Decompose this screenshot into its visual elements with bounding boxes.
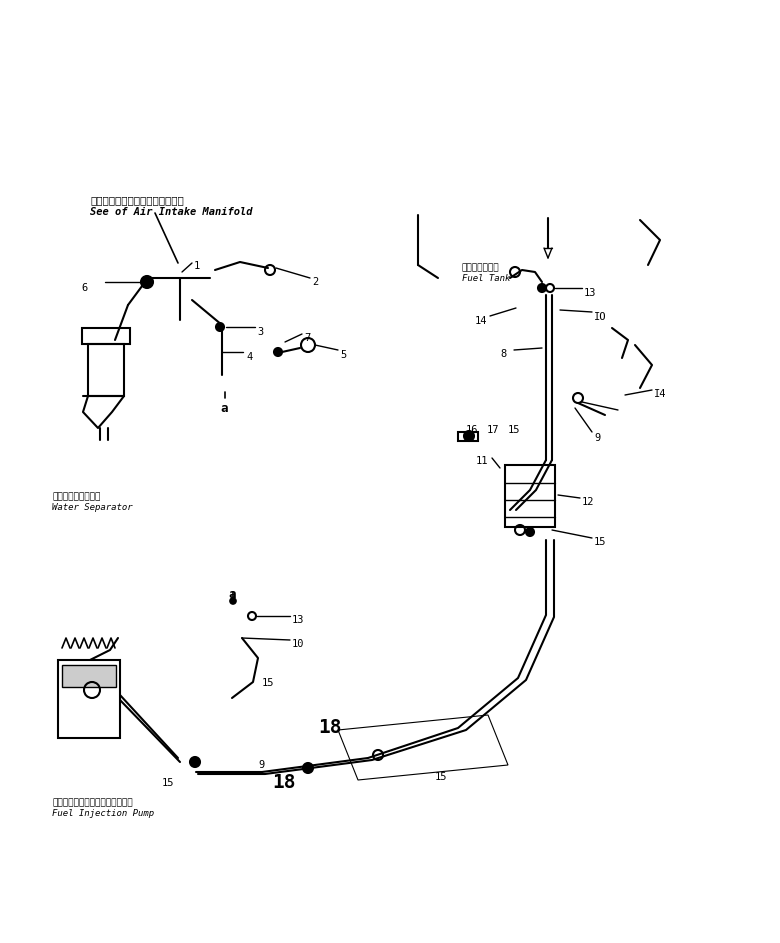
Text: フェエルインジェクションポンプ: フェエルインジェクションポンプ xyxy=(52,798,133,807)
Text: 6: 6 xyxy=(82,283,88,293)
Circle shape xyxy=(464,431,474,441)
Text: ウォータセパレータ: ウォータセパレータ xyxy=(52,492,101,501)
Circle shape xyxy=(303,763,313,773)
Text: エアーインテイクマニホール参照: エアーインテイクマニホール参照 xyxy=(90,195,184,205)
Text: 9: 9 xyxy=(258,760,264,770)
Bar xyxy=(82,328,130,344)
Text: Fuel Injection Pump: Fuel Injection Pump xyxy=(52,809,154,818)
Text: 11: 11 xyxy=(476,456,488,466)
Text: 10: 10 xyxy=(292,639,304,649)
Text: 7: 7 xyxy=(304,333,310,343)
Text: See of Air Intake Manifold: See of Air Intake Manifold xyxy=(90,207,253,217)
Bar xyxy=(458,432,478,441)
Circle shape xyxy=(526,528,534,536)
Text: 15: 15 xyxy=(594,537,607,547)
Text: 15: 15 xyxy=(262,678,275,688)
Text: a: a xyxy=(220,402,228,415)
Text: 15: 15 xyxy=(435,772,448,782)
Text: a: a xyxy=(228,588,236,601)
Text: 14: 14 xyxy=(475,316,488,326)
Text: 8: 8 xyxy=(500,349,506,359)
Circle shape xyxy=(230,598,236,604)
Text: 13: 13 xyxy=(292,615,304,625)
Circle shape xyxy=(538,284,546,292)
Bar xyxy=(62,665,116,687)
Text: 9: 9 xyxy=(594,433,601,443)
Circle shape xyxy=(190,757,200,767)
Text: 18: 18 xyxy=(318,718,342,737)
Text: IO: IO xyxy=(594,312,607,322)
Text: 16: 16 xyxy=(466,425,478,435)
Text: 12: 12 xyxy=(582,497,594,507)
Text: 3: 3 xyxy=(257,327,264,337)
Text: 5: 5 xyxy=(340,350,346,360)
Text: 13: 13 xyxy=(584,288,597,298)
Bar xyxy=(88,344,124,396)
Text: 4: 4 xyxy=(246,352,252,362)
Text: I4: I4 xyxy=(654,389,666,399)
Bar xyxy=(58,660,120,738)
Text: 2: 2 xyxy=(312,277,318,287)
Text: Water Separator: Water Separator xyxy=(52,503,133,512)
Bar xyxy=(505,465,555,527)
Circle shape xyxy=(216,323,224,331)
Text: 18: 18 xyxy=(272,773,296,792)
Circle shape xyxy=(274,348,282,356)
Text: 17: 17 xyxy=(487,425,499,435)
Text: フェエルタンク: フェエルタンク xyxy=(462,263,500,272)
Text: Fuel Tank: Fuel Tank xyxy=(462,274,510,283)
Text: 15: 15 xyxy=(162,778,175,788)
Circle shape xyxy=(141,276,153,288)
Text: 1: 1 xyxy=(194,261,200,271)
Text: 15: 15 xyxy=(508,425,520,435)
